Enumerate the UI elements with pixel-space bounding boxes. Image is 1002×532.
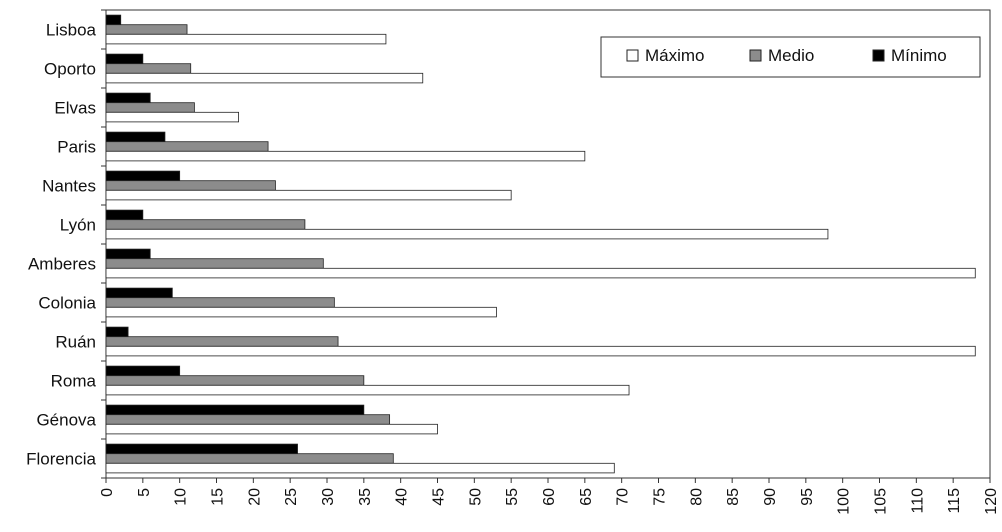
bar-minimo-nantes [105, 170, 181, 182]
x-tick-label-95: 95 [799, 488, 816, 506]
x-tick-label-5: 5 [136, 488, 153, 497]
legend-box [600, 36, 981, 78]
category-label-amberes: Amberes [28, 255, 96, 274]
x-tick-label-90: 90 [762, 488, 779, 506]
x-tick-label-40: 40 [394, 488, 411, 506]
x-tick-label-55: 55 [504, 488, 521, 506]
legend-swatch-maximo [626, 49, 639, 62]
category-label-nantes: Nantes [42, 177, 96, 196]
bar-maximo-florencia [105, 462, 615, 474]
x-tick-label-120: 120 [983, 488, 1000, 515]
legend-label-medio: Medio [768, 46, 814, 65]
bar-medio-paris [105, 141, 269, 152]
x-tick-label-105: 105 [873, 488, 890, 515]
category-label-lisboa: Lisboa [46, 21, 97, 40]
bar-minimo-oporto [105, 53, 144, 65]
legend-swatch-medio [749, 49, 762, 62]
bar-medio-roma [105, 375, 365, 386]
category-label-ruan: Ruán [55, 333, 96, 352]
x-tick-label-65: 65 [578, 488, 595, 506]
x-tick-label-110: 110 [909, 488, 926, 514]
bar-minimo-lisboa [105, 14, 122, 26]
legend-label-minimo: Mínimo [891, 46, 947, 65]
bar-minimo-amberes [105, 248, 151, 260]
bar-maximo-ruan [105, 345, 976, 357]
bar-maximo-lisboa [105, 33, 387, 45]
bar-medio-lyon [105, 219, 306, 230]
bar-minimo-lyon [105, 209, 144, 221]
category-label-paris: Paris [57, 138, 96, 157]
category-label-florencia: Florencia [26, 450, 96, 469]
bar-minimo-paris [105, 131, 166, 143]
bar-maximo-genova [105, 423, 438, 435]
bar-minimo-roma [105, 365, 181, 377]
legend-label-maximo: Máximo [645, 46, 705, 65]
x-tick-label-70: 70 [615, 488, 632, 506]
x-tick-label-15: 15 [210, 488, 227, 506]
category-label-oporto: Oporto [44, 60, 96, 79]
category-label-roma: Roma [51, 372, 97, 391]
x-tick-label-75: 75 [652, 488, 669, 506]
x-tick-label-10: 10 [173, 488, 190, 506]
category-label-lyon: Lyón [60, 216, 96, 235]
bar-maximo-lyon [105, 228, 829, 240]
legend-swatch-minimo [872, 49, 885, 62]
bar-medio-nantes [105, 180, 276, 191]
bar-medio-elvas [105, 102, 195, 113]
category-label-elvas: Elvas [54, 99, 96, 118]
x-tick-label-0: 0 [99, 488, 116, 497]
x-tick-label-45: 45 [431, 488, 448, 506]
bar-minimo-florencia [105, 443, 298, 455]
bar-medio-oporto [105, 63, 192, 74]
bar-maximo-paris [105, 150, 586, 162]
bar-medio-colonia [105, 297, 335, 308]
category-label-genova: Génova [36, 411, 96, 430]
bars [105, 14, 976, 474]
axes [101, 9, 991, 483]
category-labels: Lisboa Oporto Elvas Paris Nantes Lyón Amberes C… [26, 21, 96, 469]
bar-maximo-elvas [105, 111, 240, 123]
bar-medio-florencia [105, 453, 394, 464]
x-tick-label-50: 50 [467, 488, 484, 506]
x-tick-label-25: 25 [283, 488, 300, 506]
x-tick-label-115: 115 [946, 488, 963, 514]
bar-minimo-ruan [105, 326, 129, 338]
x-tick-label-100: 100 [836, 488, 853, 515]
x-tick-label-80: 80 [688, 488, 705, 506]
bar-maximo-amberes [105, 267, 976, 279]
bar-minimo-elvas [105, 92, 151, 104]
bar-minimo-genova [105, 404, 365, 416]
x-tick-label-30: 30 [320, 488, 337, 506]
bar-medio-genova [105, 414, 391, 425]
x-tick-label-20: 20 [246, 488, 263, 506]
bar-medio-ruan [105, 336, 339, 347]
category-label-colonia: Colonia [38, 294, 96, 313]
x-tick-label-60: 60 [541, 488, 558, 506]
bar-minimo-colonia [105, 287, 173, 299]
bar-maximo-colonia [105, 306, 497, 318]
x-tick-label-35: 35 [357, 488, 374, 506]
bar-maximo-oporto [105, 72, 424, 84]
bar-medio-amberes [105, 258, 324, 269]
x-tick-label-85: 85 [725, 488, 742, 506]
bar-maximo-roma [105, 384, 630, 396]
legend: Máximo Medio Mínimo [600, 36, 981, 78]
bar-maximo-nantes [105, 189, 512, 201]
tick-labels: 0 5 10 15 20 25 30 35 40 45 50 55 60 65 70 75 80 85 90 95 10… [99, 488, 1000, 515]
bar-medio-lisboa [105, 24, 188, 35]
